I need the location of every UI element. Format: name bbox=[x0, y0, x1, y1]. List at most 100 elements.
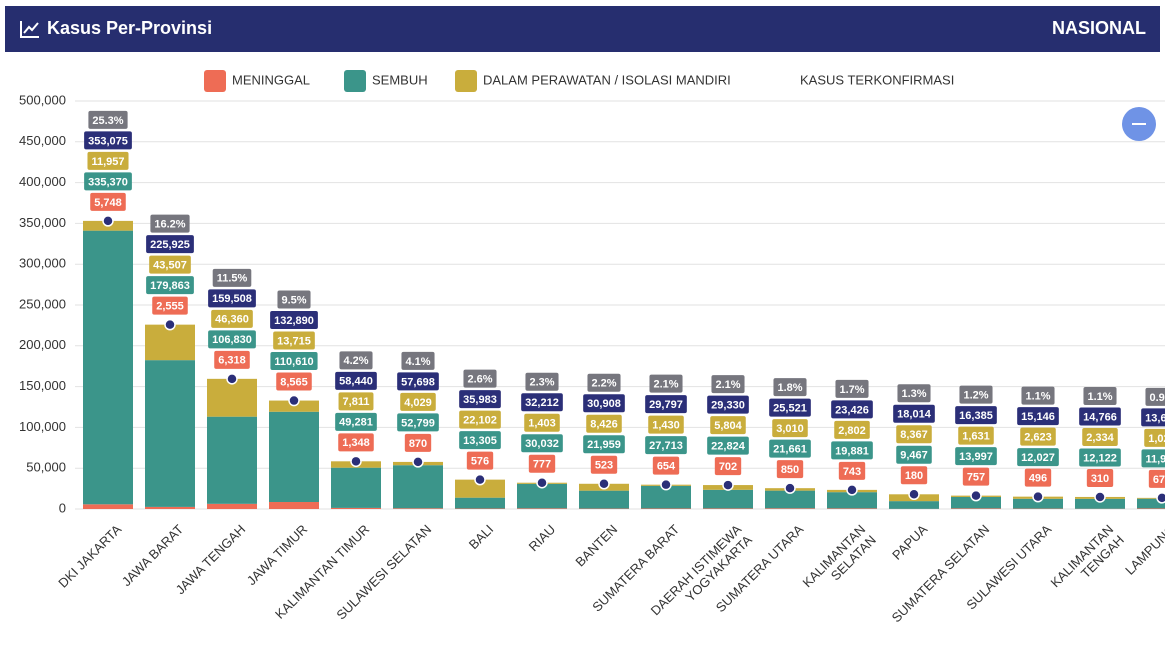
total-point bbox=[350, 455, 362, 468]
bar bbox=[83, 504, 133, 509]
bar bbox=[1013, 496, 1063, 499]
share-label: 2.2% bbox=[591, 378, 616, 390]
share-label-box bbox=[525, 372, 559, 391]
bar bbox=[1075, 496, 1125, 499]
share-label-box bbox=[1083, 386, 1117, 405]
bar bbox=[765, 490, 815, 509]
data-label: 27,713 bbox=[649, 440, 683, 452]
bar bbox=[331, 507, 381, 509]
bar bbox=[269, 411, 319, 503]
data-label: 7,811 bbox=[343, 396, 370, 408]
bar bbox=[1013, 498, 1063, 509]
data-label: 1,430 bbox=[652, 420, 680, 432]
x-tick-label: PAPUA bbox=[889, 522, 930, 563]
data-label-box bbox=[397, 413, 439, 432]
bar bbox=[331, 461, 381, 468]
data-label: 19,881 bbox=[835, 445, 869, 457]
y-tick-label: 300,000 bbox=[19, 256, 66, 271]
legend-swatch bbox=[344, 70, 366, 92]
data-label-box bbox=[335, 412, 377, 431]
total-label: 14,766 bbox=[1083, 411, 1117, 423]
total-point bbox=[288, 394, 300, 407]
total-point bbox=[846, 484, 858, 496]
data-label-box bbox=[146, 276, 194, 295]
zoom-button[interactable] bbox=[1122, 107, 1156, 141]
total-point bbox=[412, 456, 424, 468]
total-label-box bbox=[146, 235, 194, 254]
y-tick-label: 0 bbox=[59, 500, 66, 515]
y-tick-label: 400,000 bbox=[19, 174, 66, 189]
x-tick-label: RIAU bbox=[526, 522, 559, 555]
total-label: 13,633 bbox=[1145, 412, 1165, 424]
data-label-box bbox=[834, 420, 870, 439]
data-label: 21,959 bbox=[587, 439, 621, 451]
data-label-box bbox=[1079, 448, 1121, 467]
y-tick-label: 250,000 bbox=[19, 296, 66, 311]
total-point bbox=[164, 318, 176, 331]
data-label-box bbox=[590, 455, 618, 474]
data-label: 4,029 bbox=[404, 397, 432, 409]
bar bbox=[951, 508, 1001, 509]
total-point bbox=[660, 478, 672, 491]
region-label[interactable]: NASIONAL bbox=[1052, 18, 1146, 38]
total-point bbox=[102, 215, 114, 227]
data-label: 777 bbox=[533, 459, 551, 471]
data-label-box bbox=[1020, 427, 1056, 446]
share-label-box bbox=[463, 369, 497, 388]
share-label: 9.5% bbox=[281, 294, 306, 306]
share-label-box bbox=[401, 351, 435, 370]
share-label-box bbox=[773, 378, 807, 397]
bar bbox=[1137, 498, 1165, 509]
share-label-box bbox=[587, 373, 621, 392]
data-label-box bbox=[838, 461, 866, 480]
share-label-box bbox=[88, 110, 128, 129]
total-label-box bbox=[1017, 407, 1059, 426]
data-label-box bbox=[1082, 427, 1118, 446]
total-point bbox=[1156, 492, 1165, 504]
data-label-box bbox=[528, 454, 556, 473]
bar bbox=[517, 482, 567, 484]
bar bbox=[703, 489, 753, 509]
data-label-box bbox=[90, 192, 126, 211]
bar bbox=[145, 324, 195, 361]
data-label: 13,997 bbox=[959, 451, 993, 463]
bar bbox=[455, 497, 505, 509]
total-label: 15,146 bbox=[1021, 411, 1055, 423]
data-label: 2,802 bbox=[838, 425, 866, 437]
data-label-box bbox=[1086, 468, 1114, 487]
share-label: 11.5% bbox=[217, 273, 248, 285]
total-label: 225,925 bbox=[150, 239, 190, 251]
data-label-box bbox=[962, 467, 990, 486]
total-label: 29,797 bbox=[649, 399, 683, 411]
total-label: 23,426 bbox=[835, 404, 869, 416]
total-label: 25,521 bbox=[773, 403, 807, 415]
data-label-box bbox=[270, 352, 318, 371]
legend-label: KASUS TERKONFIRMASI bbox=[800, 72, 954, 87]
data-label: 3,010 bbox=[776, 423, 804, 435]
total-point bbox=[970, 489, 982, 502]
data-label: 13,715 bbox=[277, 335, 311, 347]
data-label-box bbox=[648, 415, 684, 434]
bar bbox=[269, 502, 319, 509]
data-label: 12,027 bbox=[1021, 452, 1055, 464]
data-label-box bbox=[273, 331, 315, 350]
data-label: 1,403 bbox=[528, 418, 556, 430]
data-label-box bbox=[1141, 449, 1165, 468]
bar bbox=[393, 508, 443, 509]
data-label-box bbox=[645, 436, 687, 455]
data-label-box bbox=[1024, 468, 1052, 487]
data-label-box bbox=[1017, 448, 1059, 467]
data-label: 8,565 bbox=[280, 376, 308, 388]
bar bbox=[827, 489, 877, 493]
y-tick-label: 350,000 bbox=[19, 215, 66, 230]
share-label: 1.3% bbox=[901, 388, 926, 400]
data-label-box bbox=[1144, 428, 1165, 447]
share-label: 2.1% bbox=[715, 379, 740, 391]
data-label: 30,032 bbox=[525, 438, 559, 450]
bar bbox=[145, 506, 195, 509]
total-point bbox=[1032, 490, 1044, 503]
y-tick-label: 450,000 bbox=[19, 133, 66, 148]
data-label-box bbox=[211, 309, 253, 328]
share-label: 16.2% bbox=[154, 219, 185, 231]
data-label: 5,748 bbox=[94, 197, 122, 209]
